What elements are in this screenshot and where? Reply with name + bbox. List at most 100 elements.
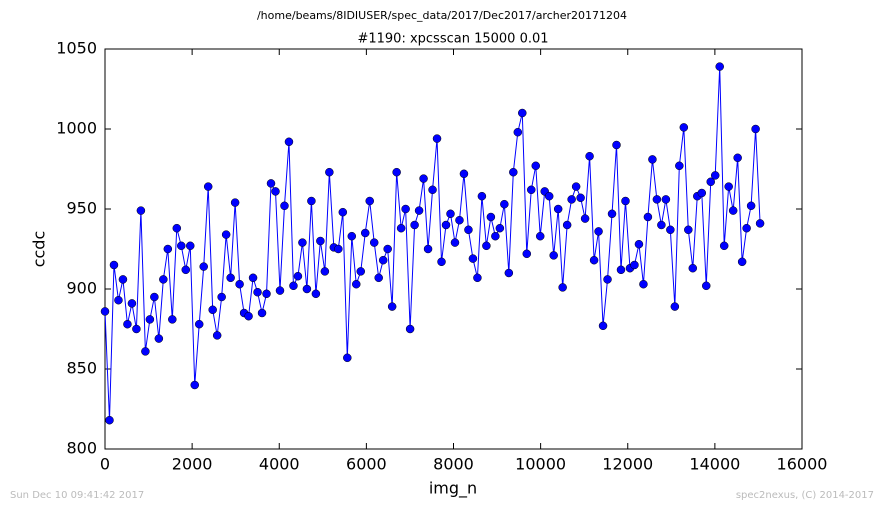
data-point <box>190 380 199 390</box>
x-tick-label: 16000 <box>777 455 828 474</box>
data-point <box>549 251 558 260</box>
data-point <box>737 257 747 267</box>
data-point <box>432 134 442 143</box>
data-point <box>504 268 514 278</box>
data-point <box>491 231 500 241</box>
data-point <box>576 193 585 203</box>
data-point <box>405 324 415 334</box>
data-point <box>580 214 590 223</box>
data-point <box>423 244 433 254</box>
data-point <box>369 238 379 247</box>
data-point <box>235 279 244 289</box>
data-point <box>118 275 128 284</box>
data-point <box>648 155 657 164</box>
data-point <box>473 273 482 283</box>
data-point <box>316 236 325 246</box>
data-point <box>621 196 630 206</box>
data-point <box>172 223 182 233</box>
data-point <box>410 220 419 230</box>
data-point <box>230 198 240 207</box>
data-point <box>455 215 464 225</box>
y-tick-label: 1000 <box>56 119 97 138</box>
data-point <box>562 220 572 230</box>
data-point <box>365 196 374 206</box>
data-point <box>311 289 321 299</box>
data-point <box>378 255 388 265</box>
data-point <box>495 223 505 233</box>
data-point <box>226 273 235 283</box>
x-tick-label: 0 <box>100 455 110 474</box>
data-point <box>253 287 262 297</box>
data-point <box>553 204 563 214</box>
data-point <box>168 315 177 324</box>
data-point <box>450 238 460 247</box>
data-point <box>751 124 760 134</box>
data-point <box>352 279 361 289</box>
data-point <box>194 319 204 329</box>
y-tick-label: 1050 <box>56 39 97 58</box>
data-point <box>136 206 146 215</box>
data-point <box>356 267 366 276</box>
data-point <box>217 292 226 302</box>
data-point <box>567 195 576 204</box>
y-tick-label: 850 <box>66 359 97 378</box>
data-point <box>616 265 626 275</box>
data-point <box>257 308 267 318</box>
data-point <box>105 415 114 425</box>
data-point <box>486 212 496 222</box>
data-point <box>271 187 280 196</box>
x-tick-label: 8000 <box>433 455 474 474</box>
data-point <box>724 182 733 191</box>
data-point <box>706 177 715 187</box>
data-point <box>522 249 532 259</box>
chart-title: #1190: xpcsscan 15000 0.01 <box>357 32 548 47</box>
data-point <box>320 267 330 276</box>
data-point <box>589 255 599 265</box>
data-point <box>446 209 455 219</box>
data-point <box>684 225 693 235</box>
data-point <box>527 185 536 195</box>
data-point <box>132 324 141 334</box>
data-point <box>280 201 289 211</box>
data-point <box>441 220 451 230</box>
data-point <box>177 241 186 251</box>
data-point <box>396 223 406 233</box>
data-point <box>688 263 698 273</box>
data-point <box>585 151 594 161</box>
data-point <box>531 161 540 171</box>
data-point <box>414 206 424 215</box>
data-point <box>199 262 208 271</box>
data-point <box>544 191 554 201</box>
y-axis-label: ccdc <box>30 231 49 268</box>
data-point <box>710 171 720 180</box>
data-point <box>244 311 253 321</box>
data-point <box>186 241 195 251</box>
data-point <box>212 331 222 340</box>
x-tick-label: 12000 <box>602 455 653 474</box>
data-point <box>746 201 756 211</box>
data-point <box>594 227 603 236</box>
x-axis-label: img_n <box>429 479 477 499</box>
data-point <box>360 228 370 238</box>
x-tick-label: 14000 <box>689 455 740 474</box>
data-point <box>145 315 155 324</box>
data-point <box>500 199 509 209</box>
data-point <box>374 273 383 283</box>
data-point <box>141 347 150 356</box>
data-point <box>728 206 738 215</box>
data-point <box>639 279 648 289</box>
data-point <box>661 195 671 204</box>
data-point <box>468 254 478 263</box>
x-tick-label: 10000 <box>515 455 566 474</box>
data-point <box>347 231 357 241</box>
data-point <box>307 196 316 206</box>
plot-frame <box>104 48 803 450</box>
data-point <box>383 244 392 254</box>
data-point <box>298 238 307 247</box>
data-point <box>518 108 527 118</box>
data-point <box>733 153 742 163</box>
timestamp: Sun Dec 10 09:41:42 2017 <box>10 490 144 501</box>
data-point <box>612 140 621 150</box>
credit: spec2nexus, (C) 2014-2017 <box>736 490 874 501</box>
